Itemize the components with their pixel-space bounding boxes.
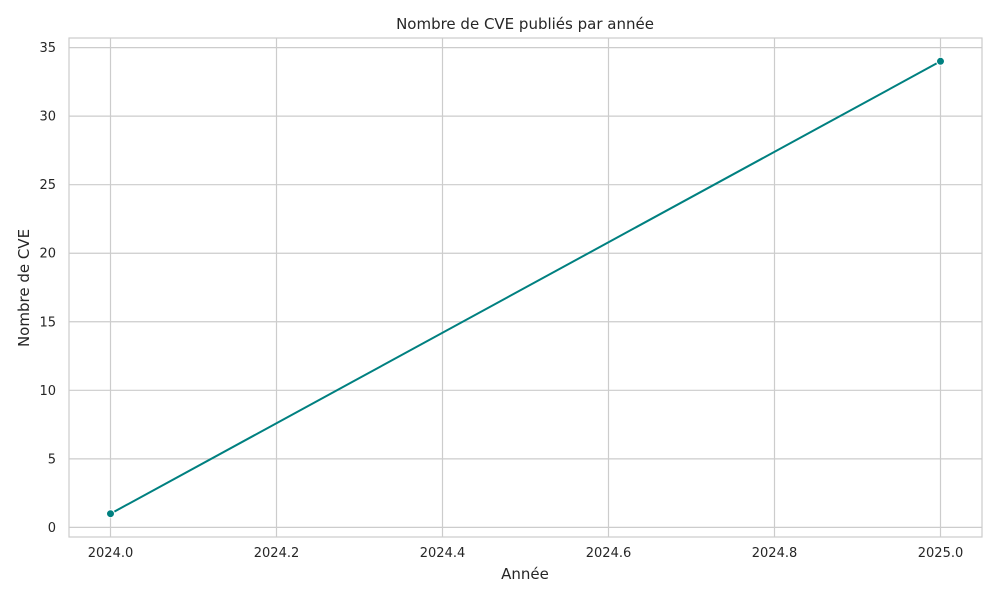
data-point bbox=[936, 56, 945, 66]
x-axis-label: Année bbox=[501, 565, 549, 583]
y-tick-label: 5 bbox=[48, 452, 56, 467]
series-line bbox=[110, 60, 941, 515]
x-tick-label: 2024.0 bbox=[88, 546, 134, 561]
x-tick-label: 2024.6 bbox=[586, 546, 632, 561]
chart-title: Nombre de CVE publiés par année bbox=[396, 15, 654, 33]
x-tick-label: 2025.0 bbox=[918, 546, 964, 561]
x-tick-label: 2024.2 bbox=[254, 546, 300, 561]
y-tick-label: 35 bbox=[39, 41, 56, 56]
y-tick-label: 25 bbox=[39, 178, 56, 193]
y-tick-label: 10 bbox=[39, 384, 56, 399]
y-tick-label: 15 bbox=[39, 315, 56, 330]
plot-frame bbox=[68, 37, 983, 538]
series-layer bbox=[106, 56, 945, 519]
y-tick-label: 0 bbox=[48, 521, 56, 536]
y-tick-label: 30 bbox=[39, 110, 56, 125]
x-tick-label: 2024.8 bbox=[752, 546, 798, 561]
tick-layer: 2024.0 2024.2 2024.4 2024.6 2024.8 2025.0 0 5 10… bbox=[39, 41, 963, 561]
x-tick-label: 2024.4 bbox=[420, 546, 466, 561]
data-point bbox=[106, 509, 115, 519]
y-tick-label: 20 bbox=[39, 247, 56, 262]
y-axis-label: Nombre de CVE bbox=[15, 229, 33, 347]
grid-layer bbox=[69, 38, 982, 537]
